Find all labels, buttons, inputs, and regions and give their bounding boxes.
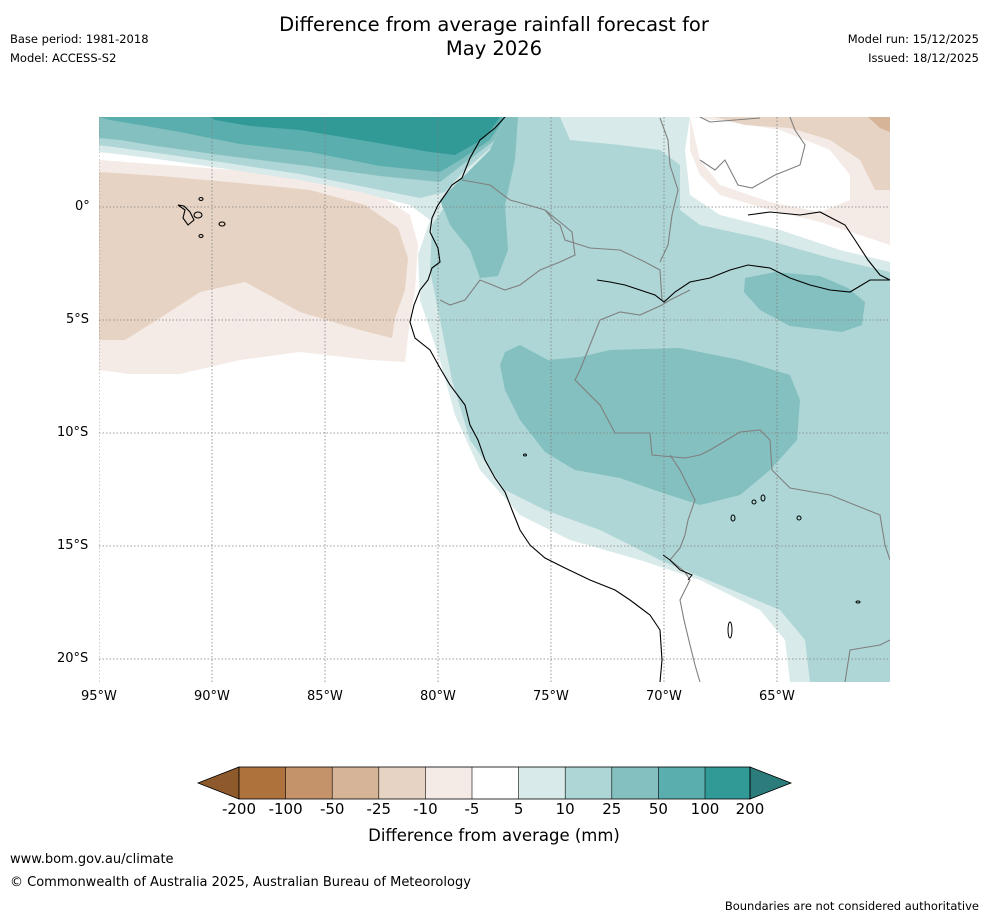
wet-anomaly-land-25-50-north — [440, 117, 518, 278]
caribbean-coast-north — [699, 117, 761, 123]
title-line-2: May 2026 — [445, 37, 543, 60]
colorbar-tick: 50 — [648, 800, 668, 818]
amazon-river — [596, 264, 890, 303]
footer-note: Boundaries are not considered authoritat… — [724, 899, 979, 913]
colorbar-tick: -200 — [221, 800, 257, 818]
peru-brazil-border-north — [599, 289, 691, 321]
brazil-bolivia-border — [574, 319, 890, 561]
base-period: Base period: 1981-2018 — [10, 32, 149, 46]
san-cristobal-island — [218, 221, 226, 227]
salar-lake — [727, 621, 733, 639]
map-title: Difference from average rainfall forecas… — [0, 13, 988, 61]
orinoco-coast — [747, 211, 890, 281]
country-borders — [439, 117, 890, 682]
map-frame — [99, 117, 890, 682]
venezuela-border — [699, 117, 806, 189]
wet-anomaly-land-25-50-east — [744, 272, 865, 332]
colombia-venezuela-border — [659, 117, 679, 263]
lon-label-80w: 80°W — [420, 689, 456, 704]
colorbar-tick: -10 — [413, 800, 438, 818]
model-name: Model: ACCESS-S2 — [10, 51, 117, 65]
colorbar-tick: 10 — [555, 800, 575, 818]
lon-label-90w: 90°W — [194, 689, 230, 704]
wet-anomaly-north-100-200 — [210, 117, 500, 155]
dry-anomaly-northeast-white — [690, 117, 850, 212]
chile-bolivia-border — [679, 579, 701, 682]
colorbar-outline — [238, 766, 751, 800]
colorbar-tick: 25 — [602, 800, 622, 818]
colorbar-tick: -50 — [319, 800, 345, 818]
issued-date: Issued: 18/12/2025 — [868, 51, 979, 65]
colorbar-segment — [472, 767, 519, 799]
peru-bolivia-border — [669, 454, 696, 581]
lat-label-15s: 15°S — [57, 538, 89, 553]
lake-2 — [751, 499, 757, 505]
lat-label-20s: 20°S — [57, 651, 89, 666]
lat-label-10s: 10°S — [57, 425, 89, 440]
ecuador-peru-border — [439, 179, 576, 306]
lake-1 — [730, 514, 736, 522]
footer-copyright: © Commonwealth of Australia 2025, Austra… — [10, 875, 471, 890]
colombia-peru-border — [544, 209, 663, 301]
colorbar-dividers — [285, 767, 706, 799]
colorbar-title: Difference from average (mm) — [368, 826, 620, 845]
lat-label-0: 0° — [75, 199, 90, 214]
lon-label-65w: 65°W — [759, 689, 795, 704]
colorbar-tick: 5 — [513, 800, 524, 818]
footer-url: www.bom.gov.au/climate — [10, 852, 174, 867]
model-run: Model run: 15/12/2025 — [847, 32, 979, 46]
colorbar-segment — [705, 767, 750, 799]
colorbar-segment — [285, 767, 333, 799]
lon-label-95w: 95°W — [81, 689, 117, 704]
colorbar-tick: -5 — [464, 800, 480, 818]
santa-cruz-island — [193, 211, 203, 219]
colorbar-tick: 200 — [735, 800, 765, 818]
pacific-coastline — [409, 117, 663, 682]
colorbar-segment — [239, 767, 286, 799]
colorbar-segment — [332, 767, 379, 799]
lake-6 — [523, 453, 527, 457]
colorbar-low-extension — [196, 766, 240, 800]
dry-anomaly-medium — [99, 172, 408, 340]
colorbar-tick: -100 — [268, 800, 303, 818]
colorbar-segment — [425, 767, 472, 799]
colorbar-tick: 100 — [690, 800, 720, 818]
paraguay-border — [844, 639, 890, 682]
lon-label-75w: 75°W — [533, 689, 569, 704]
colorbar-tick: -25 — [366, 800, 392, 818]
rainfall-map — [99, 117, 890, 682]
isabela-island — [177, 204, 195, 226]
title-line-1: Difference from average rainfall forecas… — [279, 13, 709, 36]
lat-label-5s: 5°S — [66, 312, 90, 327]
colorbar-segment — [378, 767, 426, 799]
lakes — [523, 453, 861, 639]
dry-anomaly-northeast-medium — [715, 117, 890, 190]
floreana-island — [198, 233, 204, 239]
lon-label-70w: 70°W — [646, 689, 682, 704]
lon-label-85w: 85°W — [307, 689, 343, 704]
colorbar-segment — [565, 767, 612, 799]
colorbar-segment — [518, 767, 566, 799]
lake-4 — [796, 515, 802, 521]
graticule — [99, 117, 890, 682]
colorbar-segment — [658, 767, 705, 799]
dry-anomaly-northeast-strong — [868, 117, 890, 132]
lake-5 — [855, 600, 861, 604]
wet-anomaly-land-25-50-central — [500, 345, 800, 505]
galapagos-islands — [177, 196, 226, 239]
colorbar-high-extension — [749, 766, 793, 800]
coastlines — [409, 117, 890, 682]
colorbar-segment — [611, 767, 659, 799]
santiago-island — [198, 196, 204, 202]
lake-3 — [760, 494, 766, 502]
lake-titicaca — [662, 554, 693, 581]
